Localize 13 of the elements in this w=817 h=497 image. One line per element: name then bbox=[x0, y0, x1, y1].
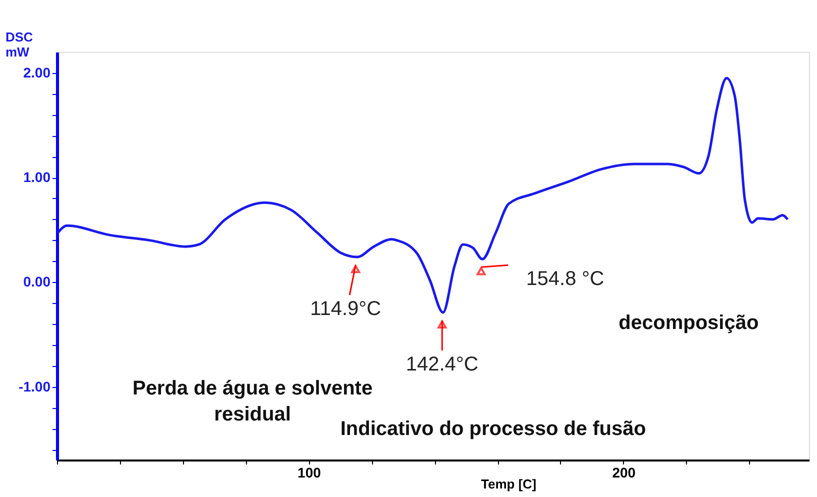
line-series bbox=[56, 76, 789, 314]
y-tick-label: -1.00 bbox=[18, 378, 51, 394]
annotation: decomposição bbox=[618, 312, 759, 334]
x-axis-title: Temp [C] bbox=[481, 476, 536, 492]
x-tick-label: 100 bbox=[298, 464, 322, 480]
y-tick-label: 0.00 bbox=[23, 274, 51, 290]
annotation: 114.9°C bbox=[310, 298, 382, 320]
annotation: 142.4°C bbox=[406, 353, 478, 376]
y-tick-label: 2.00 bbox=[23, 64, 51, 80]
annotation: 154.8 °C bbox=[526, 268, 604, 290]
x-tick-label: 200 bbox=[612, 464, 636, 480]
y-axis-title: DSC mW bbox=[6, 30, 34, 60]
y-tick-label: 1.00 bbox=[23, 169, 51, 186]
